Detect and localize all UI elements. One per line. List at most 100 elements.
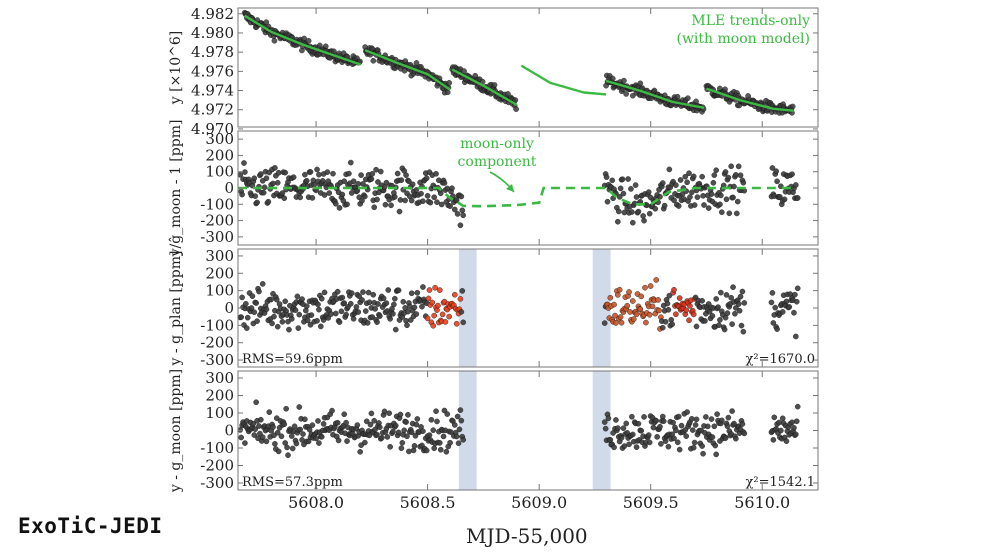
data-point (440, 433, 447, 440)
data-point (381, 408, 388, 415)
data-point (302, 416, 308, 423)
data-point (734, 198, 741, 205)
data-point (793, 298, 800, 305)
data-point (446, 313, 452, 320)
data-point (238, 314, 244, 320)
data-point (718, 192, 724, 199)
data-point (423, 175, 430, 182)
data-point (357, 449, 363, 455)
data-point (343, 311, 349, 318)
data-point (396, 208, 403, 215)
data-point (420, 284, 426, 290)
data-point (332, 200, 339, 207)
data-point (259, 281, 266, 287)
data-point (693, 323, 700, 330)
data-point (649, 303, 656, 310)
data-point (682, 173, 689, 180)
data-point (454, 413, 461, 420)
data-point (410, 447, 417, 454)
data-point (317, 323, 324, 330)
data-point (725, 174, 732, 181)
data-point (300, 431, 306, 437)
mle-trend-line (605, 79, 705, 109)
data-point (654, 434, 660, 440)
data-point (642, 284, 648, 291)
data-point (623, 420, 630, 427)
data-point (783, 438, 790, 445)
annotation-arrowhead (506, 184, 514, 192)
data-point (794, 195, 801, 201)
data-point (288, 316, 295, 322)
data-point (691, 439, 698, 446)
data-point (239, 191, 245, 198)
data-point (724, 423, 731, 429)
data-point (641, 217, 647, 224)
data-point (601, 320, 608, 326)
y-axis-label: y - g_moon [ppm] (168, 369, 184, 493)
data-point (665, 443, 672, 450)
data-point (741, 300, 748, 306)
data-point (315, 418, 321, 424)
data-point (295, 325, 302, 331)
data-point (447, 439, 453, 446)
data-point (603, 174, 610, 180)
data-point (305, 37, 312, 44)
data-point (278, 433, 285, 440)
data-point (285, 452, 291, 458)
data-point (274, 429, 281, 436)
data-point (252, 193, 259, 199)
moon-only-component-line (238, 186, 796, 208)
data-point (673, 427, 679, 434)
data-point (408, 429, 415, 436)
data-point (770, 320, 777, 326)
data-point (736, 307, 743, 314)
data-point (694, 194, 701, 200)
data-point (769, 290, 776, 296)
data-point (635, 208, 642, 215)
data-point (244, 314, 251, 321)
data-point (348, 190, 355, 196)
data-point (254, 318, 260, 324)
data-point (271, 37, 278, 44)
data-point (413, 421, 420, 428)
data-point (403, 172, 409, 178)
rms-label: RMS=59.6ppm (242, 352, 343, 367)
mle-trend-line (244, 14, 362, 66)
data-point (408, 290, 415, 297)
data-point (651, 87, 658, 94)
data-point (334, 288, 341, 295)
data-point (791, 424, 797, 431)
data-point (650, 424, 657, 431)
data-point (366, 299, 373, 306)
data-point (793, 418, 800, 425)
data-point (259, 434, 266, 440)
data-point (713, 296, 720, 302)
data-point (711, 423, 718, 430)
data-point (700, 192, 706, 199)
mle-trend-line (706, 87, 794, 112)
data-point (405, 412, 411, 418)
data-point (387, 443, 393, 450)
data-point (630, 316, 637, 322)
data-point (779, 309, 786, 315)
data-point (460, 436, 467, 443)
data-point (390, 428, 396, 435)
data-point (453, 197, 460, 204)
data-point (336, 205, 343, 211)
data-point (372, 306, 378, 312)
data-point (699, 297, 705, 304)
data-point (730, 284, 736, 290)
data-point (306, 426, 313, 433)
data-point (420, 428, 426, 435)
data-point (343, 419, 349, 426)
data-point (242, 169, 248, 175)
data-point (270, 180, 276, 187)
data-point (733, 435, 739, 442)
data-point (633, 311, 640, 318)
data-point (252, 426, 259, 433)
y-tick-label: 200 (205, 387, 234, 405)
data-point (347, 300, 354, 307)
y-tick-label: 0 (224, 299, 234, 317)
y-tick-label: -100 (200, 316, 234, 334)
